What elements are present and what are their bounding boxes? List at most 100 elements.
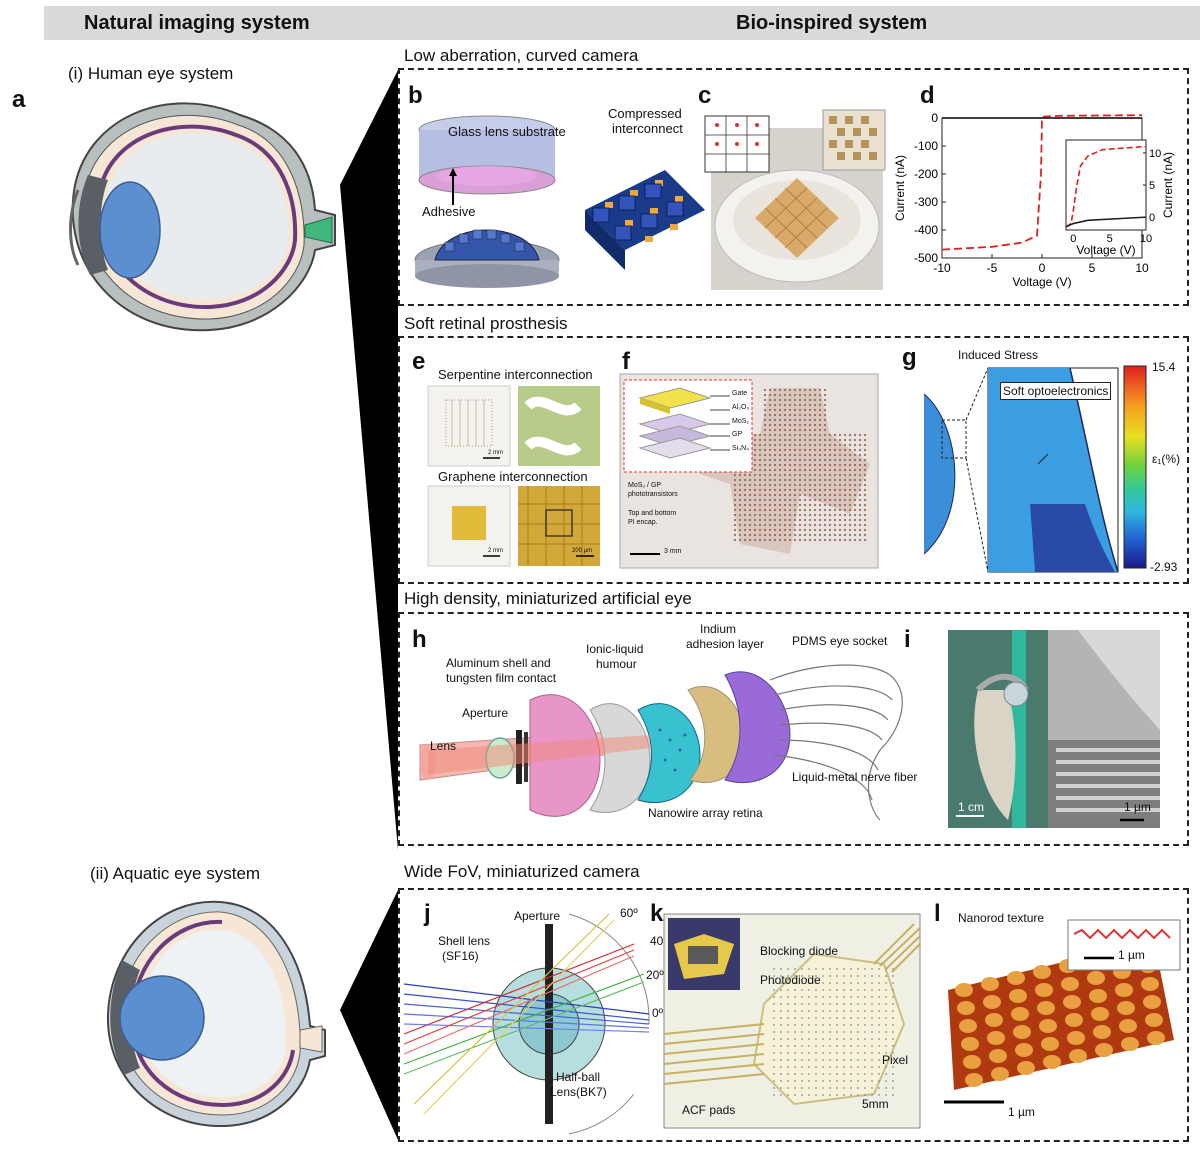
section-box-3 [398,612,1189,846]
panel-label-i: i [904,626,911,653]
chart-d-xtick-label: 0 [1039,261,1046,275]
chart-d-inset-ytick-label: 0 [1149,212,1155,224]
j-aperture-label: Aperture [514,909,561,923]
panel-label-h: h [412,626,427,653]
aquatic-eye-illustration [106,900,326,1128]
e-scale-3: 200 µm [572,548,593,554]
h-aluminum-label-2: tungsten film contact [446,671,557,685]
chart-d-inset-series-1 [1065,216,1147,228]
g-max-label: 15.4 [1152,360,1176,374]
e-graphene-label: Graphene interconnection [438,469,588,484]
j-half-label-2: Lens(BK7) [550,1085,607,1099]
header-bar [44,6,1200,40]
b-interconnect-label: interconnect [612,121,683,136]
chart-d-inset-xlabel: Voltage (V) [1076,243,1135,257]
section-title-1: Low aberration, curved camera [404,46,639,65]
chart-d-xlabel: Voltage (V) [1012,275,1071,289]
l-scale-label: 1 µm [1008,1105,1035,1119]
panel-label-l: l [934,900,941,927]
chart-d-ytick-label: -100 [914,139,938,153]
h-ionic-label-2: humour [596,657,637,671]
chart-d-ytick-label: -500 [914,251,938,265]
i-scale-1: 1 cm [958,800,985,814]
chart-d-ytick-label: 0 [931,111,938,125]
h-ionic-label-1: Ionic-liquid [586,642,644,656]
panel-f-photo [619,373,879,569]
panel-l-afm [944,919,1181,1104]
f-encap-label-1: Top and bottom [628,510,677,517]
section-title-4: Wide FoV, miniaturized camera [404,862,640,881]
aquatic-eye-title: (ii) Aquatic eye system [90,864,261,883]
chart-d-xtick-label: -10 [933,261,951,275]
f-al2o3-label: Al₂O₃ [732,404,750,411]
e-scale-2: 2 mm [488,548,503,554]
panel-label-d: d [920,82,935,109]
chart-d-xtick-label: 10 [1135,261,1149,275]
section-title-3: High density, miniaturized artificial ey… [404,589,692,608]
panel-d-chart: -10 -5 0 5 10 0 -100 -200 -300 -400 -500 Voltage (V… [893,111,1175,289]
panel-label-g: g [902,344,917,371]
j-angle-20: 20º [646,968,664,982]
chart-d-ylabel: Current (nA) [893,155,907,221]
header-natural: Natural imaging system [84,12,310,34]
h-aluminum-label-1: Aluminum shell and [446,656,551,670]
k-blocking-label: Blocking diode [760,944,839,958]
g-unit-label: ε₁(%) [1152,452,1181,466]
f-si3n4-label: Si₃N₄ [732,445,749,452]
h-nerve-label: Liquid-metal nerve fiber [792,770,918,784]
b-glass-label: Glass lens substrate [448,124,566,139]
j-angle-60: 60º [620,906,638,920]
chart-d-inset-series-0 [1065,145,1147,228]
j-shell-label-1: Shell lens [438,934,491,948]
panel-j-optics [403,913,650,1135]
panel-label-k: k [650,900,664,927]
f-gp-label: GP [732,431,743,438]
k-photodiode-label: Photodiode [760,973,821,987]
g-colorbar [1123,365,1147,569]
b-adhesive-label: Adhesive [422,204,476,219]
panel-i-photo [948,630,1160,828]
panel-label-a: a [12,86,26,113]
k-acf-label: ACF pads [682,1103,736,1117]
panel-label-j: j [424,900,431,927]
chart-d-series-0 [941,114,1143,251]
g-title: Induced Stress [958,348,1039,362]
chart-d-inset-frame [1065,139,1147,231]
chart-d-inset-ytick-label: 10 [1149,148,1161,160]
panel-label-b: b [408,82,423,109]
chart-d-xtick-label: -5 [987,261,998,275]
zoom-wedge-upper [340,70,398,850]
panel-h-illustration [419,664,903,821]
panel-b-illustration [414,115,705,288]
k-pixel-label: Pixel [882,1053,909,1067]
f-gate-label: Gate [732,390,748,397]
panel-k-photo [663,913,921,1129]
b-compressed-label: Compressed [608,106,682,121]
chart-d-xtick-label: 5 [1089,261,1096,275]
chart-d-inset-ylabel: Current (nA) [1161,152,1175,218]
j-half-label-1: Half-ball [556,1070,601,1084]
chart-d-inset-xtick-label: 0 [1070,233,1076,245]
panel-c-photo [704,109,886,290]
header-bioinspired: Bio-inspired system [736,12,928,34]
h-indium-label-2: adhesion layer [686,637,765,651]
chart-d-ytick-label: -200 [914,167,938,181]
h-indium-label-1: Indium [700,622,737,636]
h-lens-label: Lens [430,739,457,753]
panel-e-images [427,385,600,567]
section-box-4 [398,888,1189,1142]
human-eye-illustration [69,102,336,332]
l-scale-inset: 1 µm [1118,948,1145,962]
chart-d-inset-xtick-label: 5 [1107,233,1113,245]
k-scale-label: 5mm [862,1097,889,1111]
section-box-1 [398,68,1189,306]
j-angle-0: 0º [652,1006,664,1020]
section-title-2: Soft retinal prosthesis [404,314,568,333]
l-nanorod-label: Nanorod texture [958,911,1045,925]
panel-label-e: e [412,348,426,375]
h-nanowire-label: Nanowire array retina [648,806,763,820]
zoom-wedge-lower [340,890,398,1140]
g-min-label: -2.93 [1150,560,1178,574]
panel-g-simulation [923,367,1119,573]
j-angle-40: 40º [650,934,668,948]
